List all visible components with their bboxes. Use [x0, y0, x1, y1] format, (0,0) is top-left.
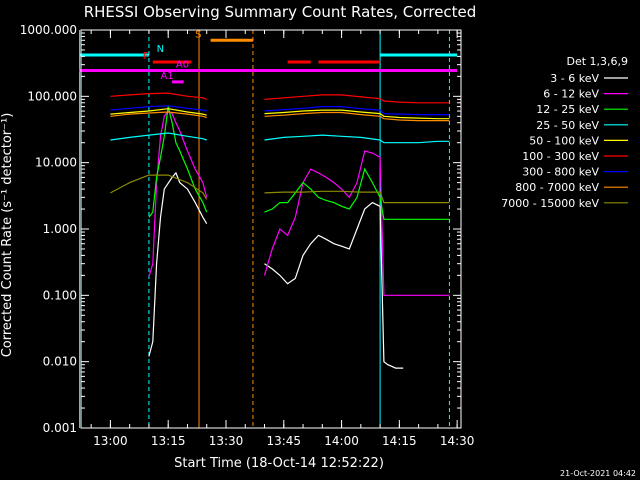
- series-line-5-seg-2: [264, 94, 450, 104]
- flag-label-5: A1: [160, 71, 173, 82]
- series-line-7-seg-1: [110, 111, 207, 119]
- x-axis-label: Start Time (18-Oct-14 12:52:22): [174, 456, 384, 471]
- x-tick-label-5: 14:15: [382, 434, 417, 448]
- y-tick-label-0: 1000.000: [20, 23, 77, 37]
- series-line-5-seg-1: [110, 92, 207, 100]
- series-line-0-seg-2: [264, 201, 404, 369]
- legend-label-7: 800 - 7000 keV: [515, 181, 599, 194]
- y-tick-label-6: 0.001: [43, 421, 77, 435]
- series-line-7-seg-2: [264, 111, 450, 122]
- series-line-0-seg-1: [148, 171, 208, 357]
- series-line-8-seg-1: [110, 174, 208, 200]
- series-line-6-seg-1: [110, 105, 207, 112]
- series-line-2-seg-2: [264, 167, 450, 220]
- footer-timestamp: 21-Oct-2021 04:42: [560, 469, 636, 478]
- legend-label-2: 12 - 25 keV: [536, 103, 599, 116]
- legend-label-1: 6 - 12 keV: [543, 88, 599, 101]
- series-line-4-seg-2: [264, 109, 450, 120]
- series-line-6-seg-2: [264, 105, 450, 116]
- x-tick-label-3: 13:45: [266, 434, 301, 448]
- series-line-2-seg-1: [148, 106, 208, 218]
- legend-label-3: 25 - 50 keV: [536, 119, 599, 132]
- legend-label-8: 7000 - 15000 keV: [501, 197, 599, 210]
- y-tick-label-1: 100.000: [27, 89, 77, 103]
- y-tick-label-4: 0.100: [43, 288, 77, 302]
- y-tick-label-2: 10.000: [35, 156, 77, 170]
- flag-label-4: A0: [176, 60, 189, 71]
- y-axis-label: Corrected Count Rate (s⁻¹ detector⁻¹): [0, 113, 15, 358]
- x-tick-label-1: 13:15: [151, 434, 186, 448]
- legend-label-0: 3 - 6 keV: [550, 72, 599, 85]
- series-line-3-seg-2: [264, 134, 450, 144]
- legend-label-4: 50 - 100 keV: [529, 134, 599, 147]
- series-line-1-seg-2: [263, 150, 450, 296]
- legend-title: Det 1,3,6,9: [566, 55, 628, 68]
- y-tick-label-3: 1.000: [43, 222, 77, 236]
- series-line-8-seg-2: [264, 190, 450, 204]
- flag-label-2: F: [143, 51, 149, 62]
- x-tick-label-0: 13:00: [93, 434, 128, 448]
- legend-label-6: 300 - 800 keV: [522, 166, 599, 179]
- series-line-3-seg-1: [110, 132, 207, 141]
- legend-label-5: 100 - 300 keV: [522, 150, 599, 163]
- y-tick-label-5: 0.010: [43, 355, 77, 369]
- flag-label-1: S: [195, 29, 201, 40]
- flag-label-0: N: [157, 44, 164, 55]
- chart-title: RHESSI Observing Summary Count Rates, Co…: [84, 3, 477, 21]
- x-tick-label-6: 14:30: [440, 434, 475, 448]
- x-tick-label-4: 14:00: [324, 434, 359, 448]
- x-tick-label-2: 13:30: [209, 434, 244, 448]
- series-line-4-seg-1: [110, 108, 207, 116]
